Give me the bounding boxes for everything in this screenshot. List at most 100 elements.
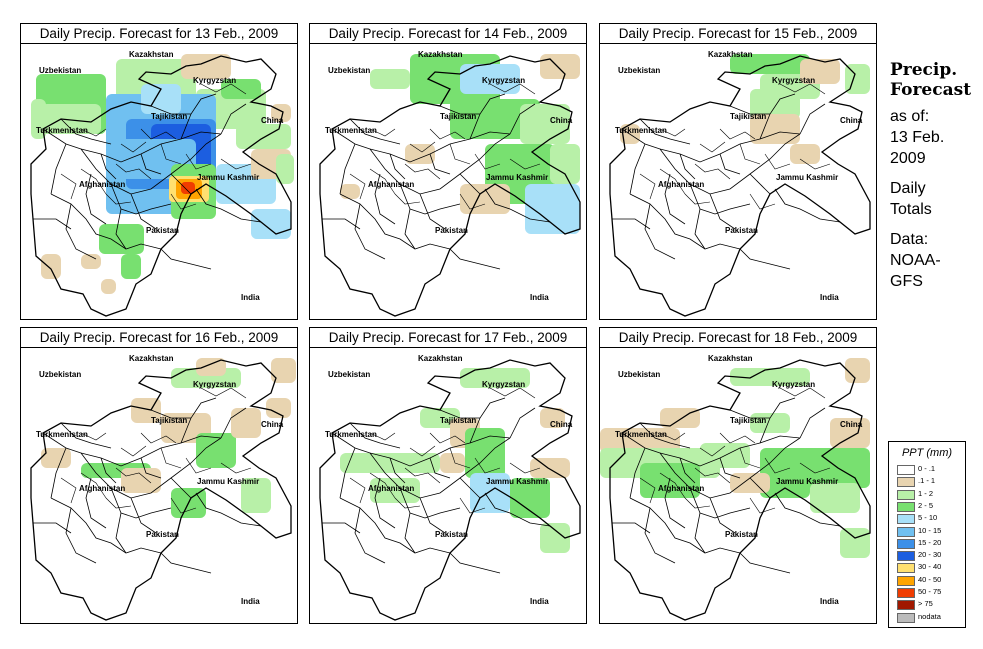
legend-label: 20 - 30: [918, 550, 942, 560]
province-border: [339, 497, 416, 554]
province-border: [220, 407, 247, 439]
map-label-tajikistan: Tajikistan: [440, 416, 476, 425]
precip-area: [41, 104, 101, 134]
province-border: [659, 133, 801, 195]
country-border: [609, 359, 871, 621]
precip-area: [121, 254, 141, 279]
legend-swatch: [897, 588, 915, 598]
province-border: [484, 188, 551, 223]
precip-map: Kazakhstan Uzbekistan Kyrgyzstan Tajikistan…: [609, 50, 871, 317]
district-border: [140, 432, 177, 444]
province-border: [644, 507, 676, 564]
province-border: [729, 105, 770, 115]
precip-area: [540, 523, 570, 553]
legend-label: 50 - 75: [918, 587, 942, 596]
province-border: [612, 522, 651, 534]
legend-label: 30 - 40: [918, 562, 942, 572]
precip-area: [181, 54, 231, 79]
province-border: [110, 487, 162, 554]
province-border: [339, 447, 356, 499]
district-border: [659, 472, 686, 499]
province-border: [469, 93, 506, 140]
province-border: [354, 203, 386, 260]
precip-area: [440, 453, 465, 473]
district-border: [160, 447, 182, 469]
map-label-afghanistan: Afghanistan: [658, 180, 704, 189]
precip-map: Kazakhstan Uzbekistan Kyrgyzstan Tajikistan…: [319, 50, 581, 317]
district-border: [659, 128, 686, 137]
district-border: [185, 153, 212, 170]
panel-title: Daily Precip. Forecast for 13 Feb., 2009: [21, 24, 297, 44]
legend-swatch: [897, 600, 915, 611]
legend-label: 2 - 5: [918, 500, 934, 510]
province-border: [50, 193, 127, 250]
map-label-china: China: [550, 116, 573, 125]
map-label-china: China: [550, 420, 573, 429]
legend-swatch: [897, 526, 915, 537]
province-border: [699, 507, 751, 519]
province-border: [739, 248, 791, 270]
district-border: [764, 153, 791, 170]
precip-area: [196, 433, 236, 468]
precip-area: [41, 254, 61, 279]
province-border: [150, 105, 191, 115]
precip-map: Kazakhstan Uzbekistan Kyrgyzstan Tajikistan…: [30, 354, 296, 621]
sidebar-heading-precip: Precip.: [890, 60, 958, 80]
district-border: [369, 168, 396, 195]
map-label-turkmenistan: Turkmenistan: [615, 126, 667, 135]
district-border: [394, 497, 421, 509]
map-label-kyrgyzstan: Kyrgyzstan: [772, 380, 815, 389]
district-border: [764, 457, 791, 474]
precip-area: [276, 154, 294, 184]
province-border: [749, 477, 771, 499]
legend-item: 5 - 10: [897, 513, 963, 525]
district-border: [394, 193, 421, 205]
province-border: [629, 497, 706, 554]
province-border: [759, 93, 796, 140]
sidebar-data: Data:: [890, 231, 929, 248]
precip-area: [600, 428, 680, 453]
province-border: [65, 203, 97, 260]
province-border: [759, 397, 796, 444]
panel-title: Daily Precip. Forecast for 14 Feb., 2009: [310, 24, 586, 44]
province-border: [439, 105, 480, 115]
province-border: [449, 552, 501, 574]
precip-area: [31, 99, 46, 139]
district-border: [349, 477, 366, 504]
precip-peak-area: [181, 182, 195, 194]
map-label-india: India: [530, 597, 549, 606]
district-border: [60, 477, 77, 504]
legend-item: 15 - 20: [897, 538, 963, 550]
province-border: [100, 153, 117, 180]
province-border: [629, 447, 646, 499]
precip-area: [790, 144, 820, 164]
precip-area: [540, 408, 565, 428]
map-label-jammu_kashmir: Jammu Kashmir: [486, 477, 548, 486]
legend-item: 20 - 30: [897, 550, 963, 562]
precip-area: [730, 54, 810, 74]
map-label-uzbekistan: Uzbekistan: [328, 66, 370, 75]
province-border: [664, 477, 686, 529]
legend-swatch: [897, 489, 915, 500]
precip-map: Kazakhstan Uzbekistan Kyrgyzstan Tajikistan…: [319, 354, 581, 621]
province-border: [349, 422, 401, 449]
map-label-kazakhstan: Kazakhstan: [708, 354, 753, 363]
district-border: [429, 128, 466, 140]
district-border: [684, 497, 711, 509]
province-border: [369, 133, 511, 195]
country-border: [30, 55, 292, 317]
country-border: [319, 359, 581, 621]
country-border: [609, 55, 871, 317]
district-border: [509, 462, 541, 474]
precip-area: [271, 358, 296, 383]
map-label-tajikistan: Tajikistan: [151, 416, 187, 425]
precip-area: [251, 209, 291, 239]
country-border: [319, 55, 581, 317]
province-border: [389, 153, 406, 180]
precip-area: [530, 458, 570, 478]
legend-label: nodata: [918, 611, 941, 621]
province-border: [349, 118, 401, 145]
precip-area: [131, 398, 161, 423]
sidebar-date: 13 Feb.: [890, 129, 945, 146]
district-border: [739, 447, 761, 469]
